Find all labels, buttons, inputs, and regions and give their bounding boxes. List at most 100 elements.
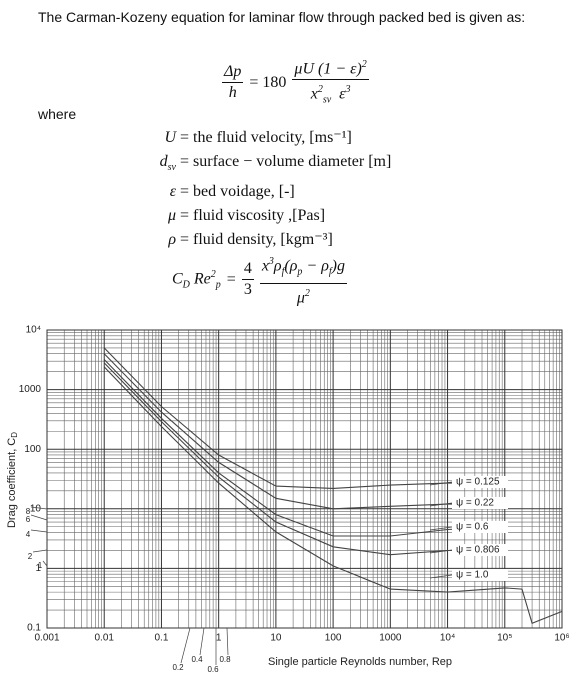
definitions: U = the fluid velocity, [ms⁻¹] dsv = surfac…	[140, 126, 392, 252]
legend-bg	[452, 569, 508, 581]
fraction: Δp h	[222, 62, 244, 103]
curve	[103, 366, 562, 625]
y-tick-label: 1	[35, 563, 41, 574]
formula-part: p	[297, 266, 303, 278]
annotation: 8	[26, 507, 31, 516]
x-tick-label: 10⁵	[497, 633, 512, 644]
formula-part: 3	[345, 84, 351, 96]
symbol: ρ	[140, 228, 180, 252]
definition: ε = bed voidage, [-]	[140, 180, 391, 204]
x-tick-label: 1	[216, 633, 222, 644]
legend-leader	[429, 502, 453, 507]
legend-label: ψ = 0.806	[456, 545, 500, 556]
annotation-leader	[180, 627, 191, 664]
x-tick-label: 10	[270, 633, 282, 644]
legend-label: ψ = 0.6	[456, 522, 489, 533]
formula-part: μ	[296, 288, 305, 306]
y-tick-label: 10⁴	[26, 325, 41, 336]
y-tick-label: 0.1	[27, 623, 41, 634]
annotation-leader	[199, 627, 205, 656]
plot-frame	[46, 329, 563, 629]
formula: h	[227, 83, 239, 103]
fraction: μU (1 − ε)2 x2sv ε3	[292, 55, 369, 111]
definition-text: = fluid density, [kgm⁻³]	[180, 231, 333, 249]
intro: The Carman-Kozeny equation for laminar f…	[38, 9, 526, 25]
x-axis-title: Single particle Reynolds number, Rep	[268, 656, 452, 668]
legend-leader	[429, 574, 453, 579]
formula: x3ρf(ρp − ρf)g	[259, 252, 347, 284]
formula-part: p	[215, 279, 221, 291]
annotation: 0.8	[219, 655, 231, 664]
curve	[103, 347, 505, 489]
y-tick-label: 10	[30, 503, 42, 514]
annotation: 2	[28, 552, 33, 561]
formula-part: 2	[361, 59, 367, 70]
legend-leader	[429, 526, 453, 531]
symbol: dsv	[140, 150, 180, 180]
definition-text: = fluid viscosity ,[Pas]	[180, 207, 326, 225]
formula-part: 2	[210, 269, 216, 281]
formula-part: D	[182, 279, 190, 291]
legend-bg	[452, 544, 508, 556]
formula: μU (1 − ε)2	[292, 55, 369, 81]
x-tick-label: 1000	[379, 633, 402, 644]
definition-text: = bed voidage, [-]	[180, 183, 295, 201]
legend-bg	[452, 521, 508, 533]
y-axis-title: Drag coefficient, CD	[6, 432, 19, 528]
formula: CD Re2p	[172, 269, 221, 291]
annotation-leader	[32, 549, 48, 553]
formula-part: ε	[331, 85, 346, 103]
annotation-leader	[30, 529, 48, 533]
annotation: 0.6	[207, 665, 219, 674]
definition-text: = the fluid velocity, [ms⁻¹]	[180, 129, 352, 146]
formula-part: 3	[268, 256, 274, 267]
formula-part: Re	[189, 270, 211, 288]
coef-num: 4	[241, 259, 254, 281]
formula-part: − ρ	[302, 257, 329, 275]
symbol: μ	[140, 204, 180, 228]
formula-part: f	[281, 266, 285, 278]
legend-label: ψ = 1.0	[456, 570, 489, 581]
formula-part: x	[261, 257, 269, 275]
fraction: x3ρf(ρp − ρf)g μ2	[259, 252, 347, 308]
where: where	[38, 106, 77, 122]
coef-den: 3	[243, 281, 252, 299]
y-title-sub: D	[10, 432, 19, 438]
x-tick-label: 100	[325, 633, 342, 644]
legend-label: ψ = 0.125	[456, 477, 500, 488]
formula-part: ρ	[168, 231, 176, 249]
formula-part: μ	[167, 207, 176, 225]
formula-part: )g	[331, 257, 345, 275]
legend-bg	[452, 476, 508, 488]
annotation: 4	[26, 530, 31, 539]
x-tick-label: 0.1	[154, 633, 168, 644]
curve	[103, 359, 505, 537]
grid	[46, 329, 563, 629]
formula-part: C	[172, 270, 183, 288]
formula: μ2	[295, 284, 312, 308]
y-tick-label: 100	[24, 444, 41, 455]
x-tick-label: 0.01	[94, 633, 114, 644]
formula-part: sv	[167, 162, 176, 174]
symbol: ε	[140, 180, 180, 204]
formula-part: 2	[317, 84, 323, 96]
legend-leader	[429, 549, 453, 554]
definition: ρ = fluid density, [kgm⁻³]	[140, 228, 391, 252]
definition: dsv = surface − volume diameter [m]	[140, 150, 392, 180]
annotation-leader	[42, 560, 48, 567]
x-tick-label: 0.001	[34, 633, 59, 644]
formula-part: U	[164, 129, 176, 146]
formula-part: x	[310, 85, 318, 103]
formula-part: ε	[169, 183, 176, 201]
annotation-leader	[30, 514, 48, 521]
equals: =	[226, 270, 236, 288]
definition: U = the fluid velocity, [ms⁻¹]	[140, 126, 391, 150]
formula-part: (ρ	[284, 257, 298, 275]
formula-part: h	[228, 84, 237, 102]
curves	[103, 347, 562, 625]
legend-leader	[429, 481, 453, 486]
formula-part: ρ	[273, 257, 282, 275]
formula-part: f	[328, 266, 332, 278]
